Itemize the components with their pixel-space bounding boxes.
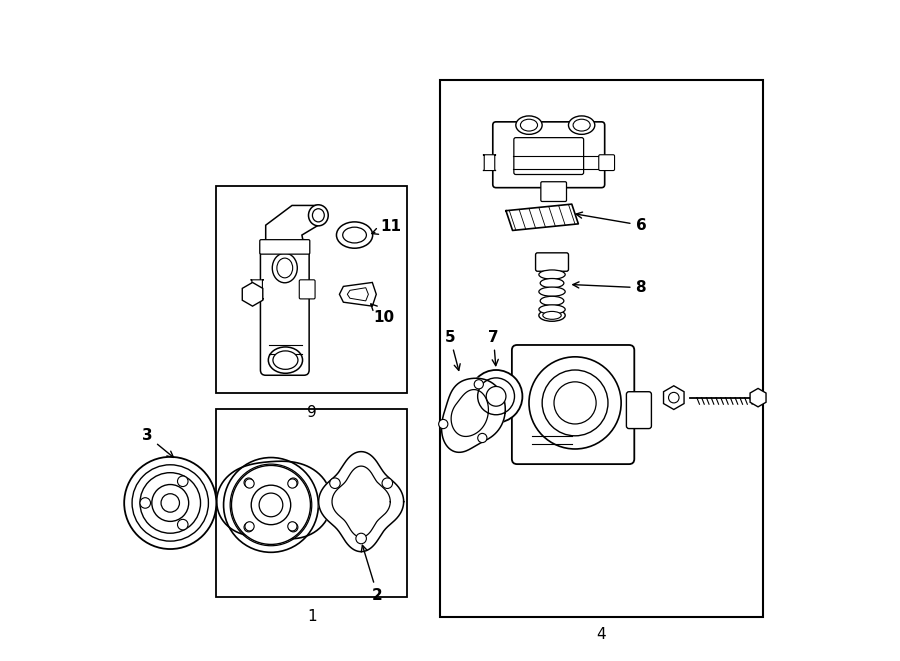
Ellipse shape [312, 209, 324, 222]
Polygon shape [347, 288, 368, 301]
Circle shape [244, 478, 253, 487]
Circle shape [223, 457, 319, 553]
Ellipse shape [543, 311, 562, 319]
Ellipse shape [573, 119, 590, 131]
Circle shape [244, 523, 253, 532]
Ellipse shape [539, 305, 565, 314]
Ellipse shape [337, 222, 373, 249]
Circle shape [177, 476, 188, 486]
Circle shape [152, 485, 189, 522]
Text: 10: 10 [371, 304, 395, 325]
Polygon shape [242, 282, 263, 306]
Circle shape [486, 387, 506, 407]
Circle shape [470, 370, 522, 422]
Text: 9: 9 [307, 405, 317, 420]
Circle shape [382, 478, 392, 488]
Circle shape [542, 370, 608, 436]
Circle shape [161, 494, 179, 512]
Circle shape [288, 522, 297, 531]
Circle shape [251, 485, 291, 525]
Ellipse shape [520, 119, 537, 131]
FancyBboxPatch shape [541, 182, 566, 202]
Polygon shape [266, 206, 319, 245]
Circle shape [329, 478, 340, 488]
Circle shape [356, 533, 366, 544]
Polygon shape [319, 451, 404, 552]
Circle shape [140, 498, 150, 508]
Ellipse shape [539, 309, 565, 321]
FancyBboxPatch shape [514, 137, 583, 175]
Bar [440, 81, 762, 617]
Text: 11: 11 [372, 219, 401, 234]
FancyBboxPatch shape [260, 240, 310, 254]
Ellipse shape [539, 270, 565, 279]
Circle shape [230, 464, 311, 546]
Ellipse shape [273, 351, 298, 369]
Circle shape [124, 457, 216, 549]
Ellipse shape [569, 116, 595, 134]
Circle shape [245, 522, 254, 531]
Circle shape [289, 478, 298, 487]
Polygon shape [339, 282, 376, 306]
Text: 1: 1 [307, 609, 317, 625]
Circle shape [177, 520, 188, 530]
Ellipse shape [268, 347, 302, 373]
Circle shape [669, 393, 680, 403]
Circle shape [554, 382, 596, 424]
Ellipse shape [540, 296, 564, 305]
Circle shape [140, 473, 201, 533]
Text: 3: 3 [142, 428, 174, 457]
Circle shape [478, 378, 515, 414]
FancyBboxPatch shape [493, 122, 605, 188]
Circle shape [251, 485, 291, 525]
Text: 8: 8 [572, 280, 646, 295]
Text: 4: 4 [597, 627, 607, 642]
FancyBboxPatch shape [626, 392, 652, 428]
Polygon shape [217, 461, 331, 539]
Circle shape [231, 465, 310, 545]
Circle shape [289, 523, 298, 532]
FancyBboxPatch shape [260, 240, 309, 375]
Text: 5: 5 [445, 330, 460, 370]
Circle shape [529, 357, 621, 449]
Text: 6: 6 [576, 212, 646, 233]
Polygon shape [663, 386, 684, 409]
Polygon shape [506, 204, 579, 231]
Polygon shape [442, 378, 505, 452]
Circle shape [478, 434, 487, 443]
FancyBboxPatch shape [483, 155, 496, 171]
Ellipse shape [539, 287, 565, 296]
Circle shape [259, 493, 283, 517]
Ellipse shape [516, 116, 542, 134]
FancyBboxPatch shape [598, 155, 615, 171]
Text: 7: 7 [488, 330, 499, 366]
Ellipse shape [540, 278, 564, 288]
Text: 2: 2 [361, 545, 383, 603]
Circle shape [245, 479, 254, 488]
Ellipse shape [273, 253, 297, 283]
Bar [216, 186, 407, 393]
Circle shape [132, 465, 209, 541]
FancyBboxPatch shape [536, 253, 569, 271]
Circle shape [474, 379, 483, 389]
Circle shape [438, 420, 448, 428]
Ellipse shape [277, 258, 292, 278]
Polygon shape [750, 389, 766, 407]
Bar [216, 409, 407, 597]
FancyBboxPatch shape [250, 280, 264, 299]
FancyBboxPatch shape [300, 280, 315, 299]
Ellipse shape [343, 227, 366, 243]
Circle shape [288, 479, 297, 488]
Ellipse shape [309, 205, 328, 226]
FancyBboxPatch shape [512, 345, 634, 464]
Circle shape [259, 493, 283, 517]
